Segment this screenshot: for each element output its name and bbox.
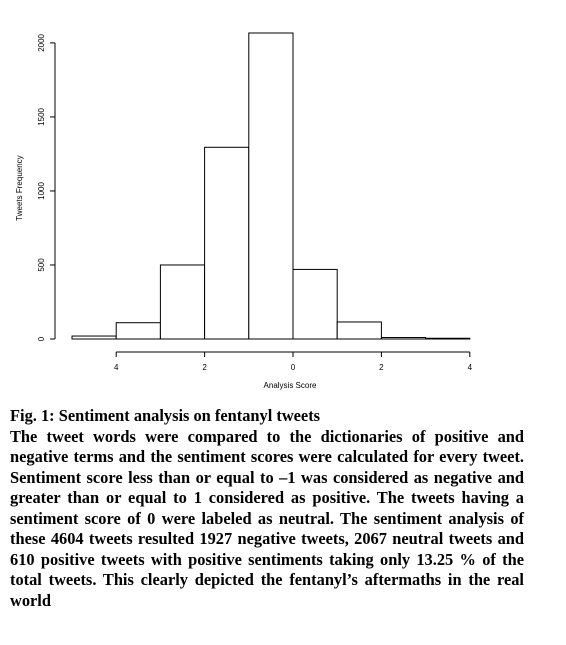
y-tick-label: 0 xyxy=(37,336,46,341)
histogram-bar xyxy=(425,337,471,340)
y-axis: 0 500 1000 1500 2000 xyxy=(37,33,56,341)
x-tick-label: 0 xyxy=(291,363,296,372)
histogram-bar xyxy=(336,321,382,340)
y-axis-title: Tweets Frequency xyxy=(15,155,24,220)
x-tick-label: 2 xyxy=(202,363,207,372)
histogram-bar xyxy=(380,337,427,340)
histogram-bar xyxy=(292,268,338,340)
y-tick-label: 500 xyxy=(37,258,46,272)
figure-caption: Fig. 1: Sentiment analysis on fentanyl t… xyxy=(10,406,524,611)
x-tick-label: 4 xyxy=(114,363,119,372)
y-tick-label: 1500 xyxy=(37,107,46,125)
histogram-bars xyxy=(71,32,471,340)
histogram-svg: 4 2 0 2 4 0 500 1000 1500 2000 Analysis Score Tw… xyxy=(15,32,473,390)
x-tick-label: 4 xyxy=(468,363,473,372)
histogram-chart: 4 2 0 2 4 0 500 1000 1500 2000 Analysis Score Tw… xyxy=(15,32,473,390)
histogram-bar xyxy=(115,322,161,340)
x-axis-title: Analysis Score xyxy=(264,381,317,390)
caption-body: The tweet words were compared to the dic… xyxy=(10,426,524,610)
histogram-bar xyxy=(248,32,294,340)
caption-title: Fig. 1: Sentiment analysis on fentanyl t… xyxy=(10,406,321,425)
histogram-bar xyxy=(204,146,250,340)
y-tick-label: 1000 xyxy=(37,182,46,200)
histogram-bar xyxy=(71,335,117,340)
y-tick-label: 2000 xyxy=(37,33,46,51)
x-tick-label: 2 xyxy=(379,363,384,372)
x-axis: 4 2 0 2 4 xyxy=(114,351,473,372)
histogram-bar xyxy=(159,264,206,340)
